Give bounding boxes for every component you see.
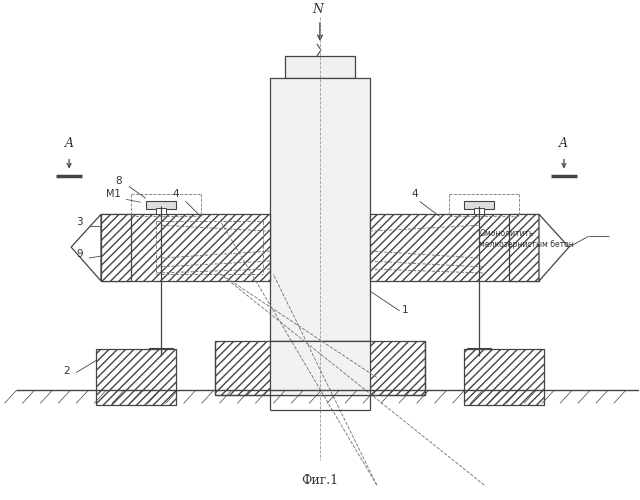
Bar — [270, 340, 370, 396]
Bar — [474, 208, 484, 214]
Bar — [509, 214, 539, 281]
Bar — [101, 214, 270, 281]
Bar — [96, 348, 175, 406]
Text: 4: 4 — [172, 190, 179, 200]
Bar — [148, 348, 173, 356]
Bar — [465, 348, 544, 406]
Bar — [101, 214, 131, 281]
Text: A: A — [559, 136, 568, 149]
Bar — [270, 78, 370, 340]
Text: М1: М1 — [106, 190, 120, 200]
Bar — [285, 56, 355, 78]
Bar — [467, 348, 492, 356]
Bar — [216, 340, 424, 396]
Bar — [146, 202, 175, 209]
Text: Омонолитить
мелкозернистым бетон: Омонолитить мелкозернистым бетон — [479, 230, 574, 249]
Polygon shape — [539, 214, 569, 281]
Text: 1: 1 — [402, 305, 408, 315]
Text: N: N — [312, 3, 323, 16]
Text: 8: 8 — [116, 176, 122, 186]
Text: 2: 2 — [63, 366, 70, 376]
Bar — [370, 214, 539, 281]
Text: 4: 4 — [412, 190, 418, 200]
Text: Фиг.1: Фиг.1 — [301, 474, 339, 486]
Bar — [465, 202, 494, 209]
Text: 9: 9 — [76, 249, 83, 259]
Text: 3: 3 — [76, 217, 83, 227]
Polygon shape — [71, 214, 101, 281]
Text: A: A — [65, 136, 74, 149]
Bar — [156, 208, 166, 214]
